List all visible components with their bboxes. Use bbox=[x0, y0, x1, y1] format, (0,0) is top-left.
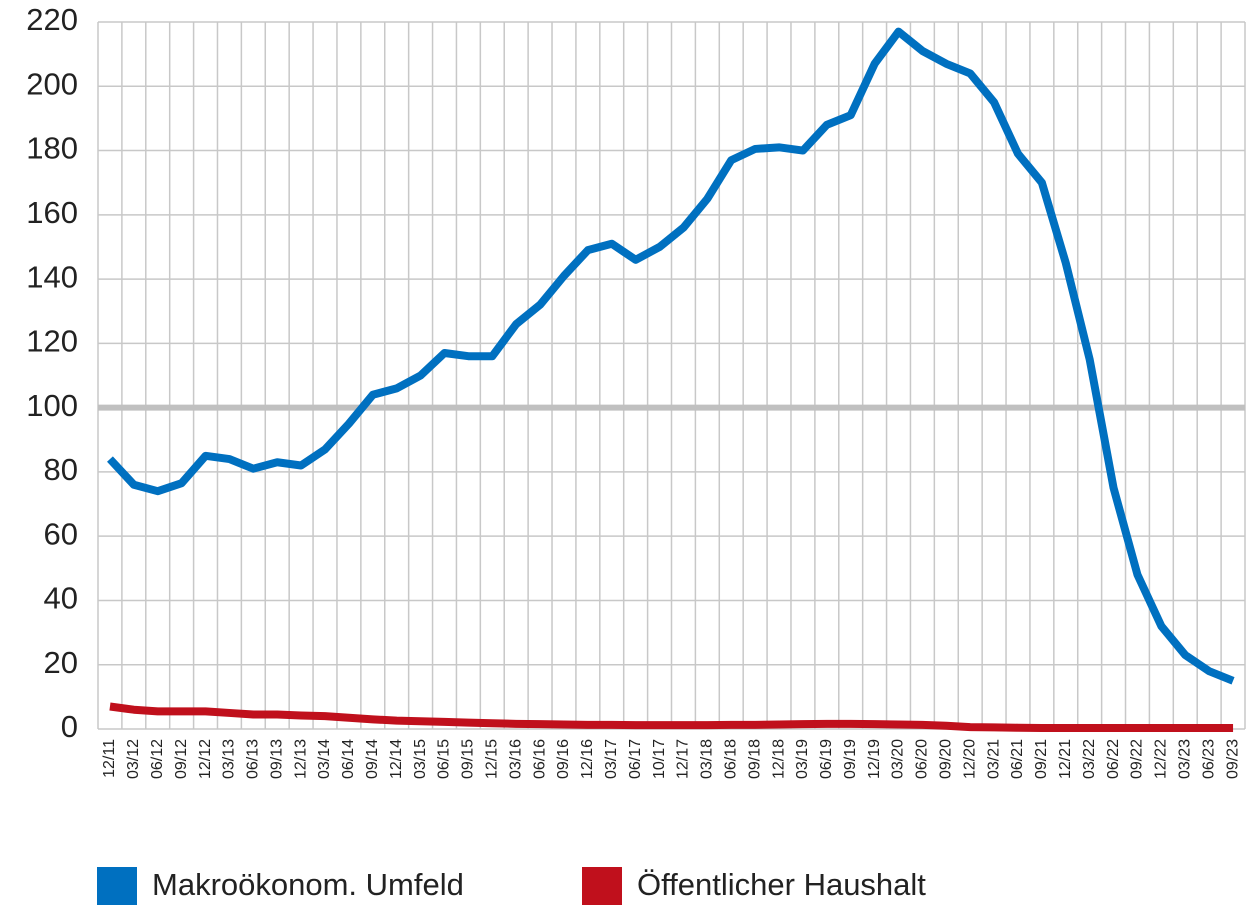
x-tick-label: 12/14 bbox=[388, 739, 405, 779]
x-tick-label: 09/20 bbox=[938, 739, 955, 779]
x-tick-label: 03/21 bbox=[985, 739, 1002, 779]
x-tick-label: 12/20 bbox=[961, 739, 978, 779]
x-tick-label: 12/17 bbox=[675, 739, 692, 779]
x-tick-label: 03/18 bbox=[699, 739, 716, 779]
data-line bbox=[109, 702, 1234, 733]
y-tick-label: 120 bbox=[26, 324, 78, 359]
x-tick-label: 09/16 bbox=[555, 739, 572, 779]
y-tick-label: 80 bbox=[44, 452, 78, 487]
legend-swatch bbox=[582, 867, 622, 905]
x-tick-label: 09/23 bbox=[1224, 739, 1241, 779]
y-tick-label: 20 bbox=[44, 645, 78, 680]
x-tick-label: 09/22 bbox=[1129, 739, 1146, 779]
x-tick-label: 12/18 bbox=[770, 739, 787, 779]
data-line bbox=[107, 27, 1235, 685]
x-tick-label: 09/13 bbox=[268, 739, 285, 779]
x-tick-label: 03/13 bbox=[221, 739, 238, 779]
x-tick-label: 12/16 bbox=[579, 739, 596, 779]
x-tick-label: 06/14 bbox=[340, 739, 357, 779]
y-tick-label: 100 bbox=[26, 388, 78, 423]
x-tick-label: 09/14 bbox=[364, 739, 381, 779]
x-tick-label: 03/23 bbox=[1176, 739, 1193, 779]
x-tick-label: 06/19 bbox=[818, 739, 835, 779]
y-tick-label: 40 bbox=[44, 581, 78, 616]
x-tick-label: 12/13 bbox=[292, 739, 309, 779]
y-tick-label: 160 bbox=[26, 195, 78, 230]
x-tick-label: 06/21 bbox=[1009, 739, 1026, 779]
x-tick-label: 10/17 bbox=[651, 739, 668, 779]
x-tick-label: 06/15 bbox=[436, 739, 453, 779]
y-tick-label: 0 bbox=[61, 709, 78, 744]
x-tick-label: 03/15 bbox=[412, 739, 429, 779]
legend-swatch bbox=[97, 867, 137, 905]
x-tick-label: 06/23 bbox=[1200, 739, 1217, 779]
legend-label: Öffentlicher Haushalt bbox=[637, 867, 926, 902]
y-tick-label: 180 bbox=[26, 131, 78, 166]
x-tick-label: 06/20 bbox=[914, 739, 931, 779]
x-tick-label: 03/14 bbox=[316, 739, 333, 779]
x-tick-label: 09/19 bbox=[842, 739, 859, 779]
x-tick-label: 06/13 bbox=[245, 739, 262, 779]
x-tick-label: 12/21 bbox=[1057, 739, 1074, 779]
x-tick-label: 09/18 bbox=[746, 739, 763, 779]
x-tick-label: 03/20 bbox=[890, 739, 907, 779]
x-tick-label: 12/15 bbox=[484, 739, 501, 779]
y-tick-label: 140 bbox=[26, 259, 78, 294]
x-tick-label: 03/22 bbox=[1081, 739, 1098, 779]
x-tick-label: 12/12 bbox=[197, 739, 214, 779]
x-tick-label: 12/19 bbox=[866, 739, 883, 779]
x-tick-label: 06/12 bbox=[149, 739, 166, 779]
y-tick-label: 60 bbox=[44, 516, 78, 551]
x-tick-label: 03/19 bbox=[794, 739, 811, 779]
x-tick-label: 09/15 bbox=[460, 739, 477, 779]
x-tick-label: 06/16 bbox=[531, 739, 548, 779]
x-tick-label: 09/21 bbox=[1033, 739, 1050, 779]
y-tick-label: 200 bbox=[26, 66, 78, 101]
x-tick-label: 06/17 bbox=[627, 739, 644, 779]
legend-label: Makroökonom. Umfeld bbox=[152, 867, 464, 902]
x-tick-label: 06/18 bbox=[722, 739, 739, 779]
x-tick-label: 06/22 bbox=[1105, 739, 1122, 779]
x-tick-label: 09/12 bbox=[173, 739, 190, 779]
x-tick-label: 12/22 bbox=[1153, 739, 1170, 779]
x-tick-label: 12/11 bbox=[101, 739, 118, 778]
y-tick-label: 220 bbox=[26, 2, 78, 37]
x-tick-label: 03/17 bbox=[603, 739, 620, 779]
x-tick-label: 03/16 bbox=[507, 739, 524, 779]
x-tick-label: 03/12 bbox=[125, 739, 142, 779]
